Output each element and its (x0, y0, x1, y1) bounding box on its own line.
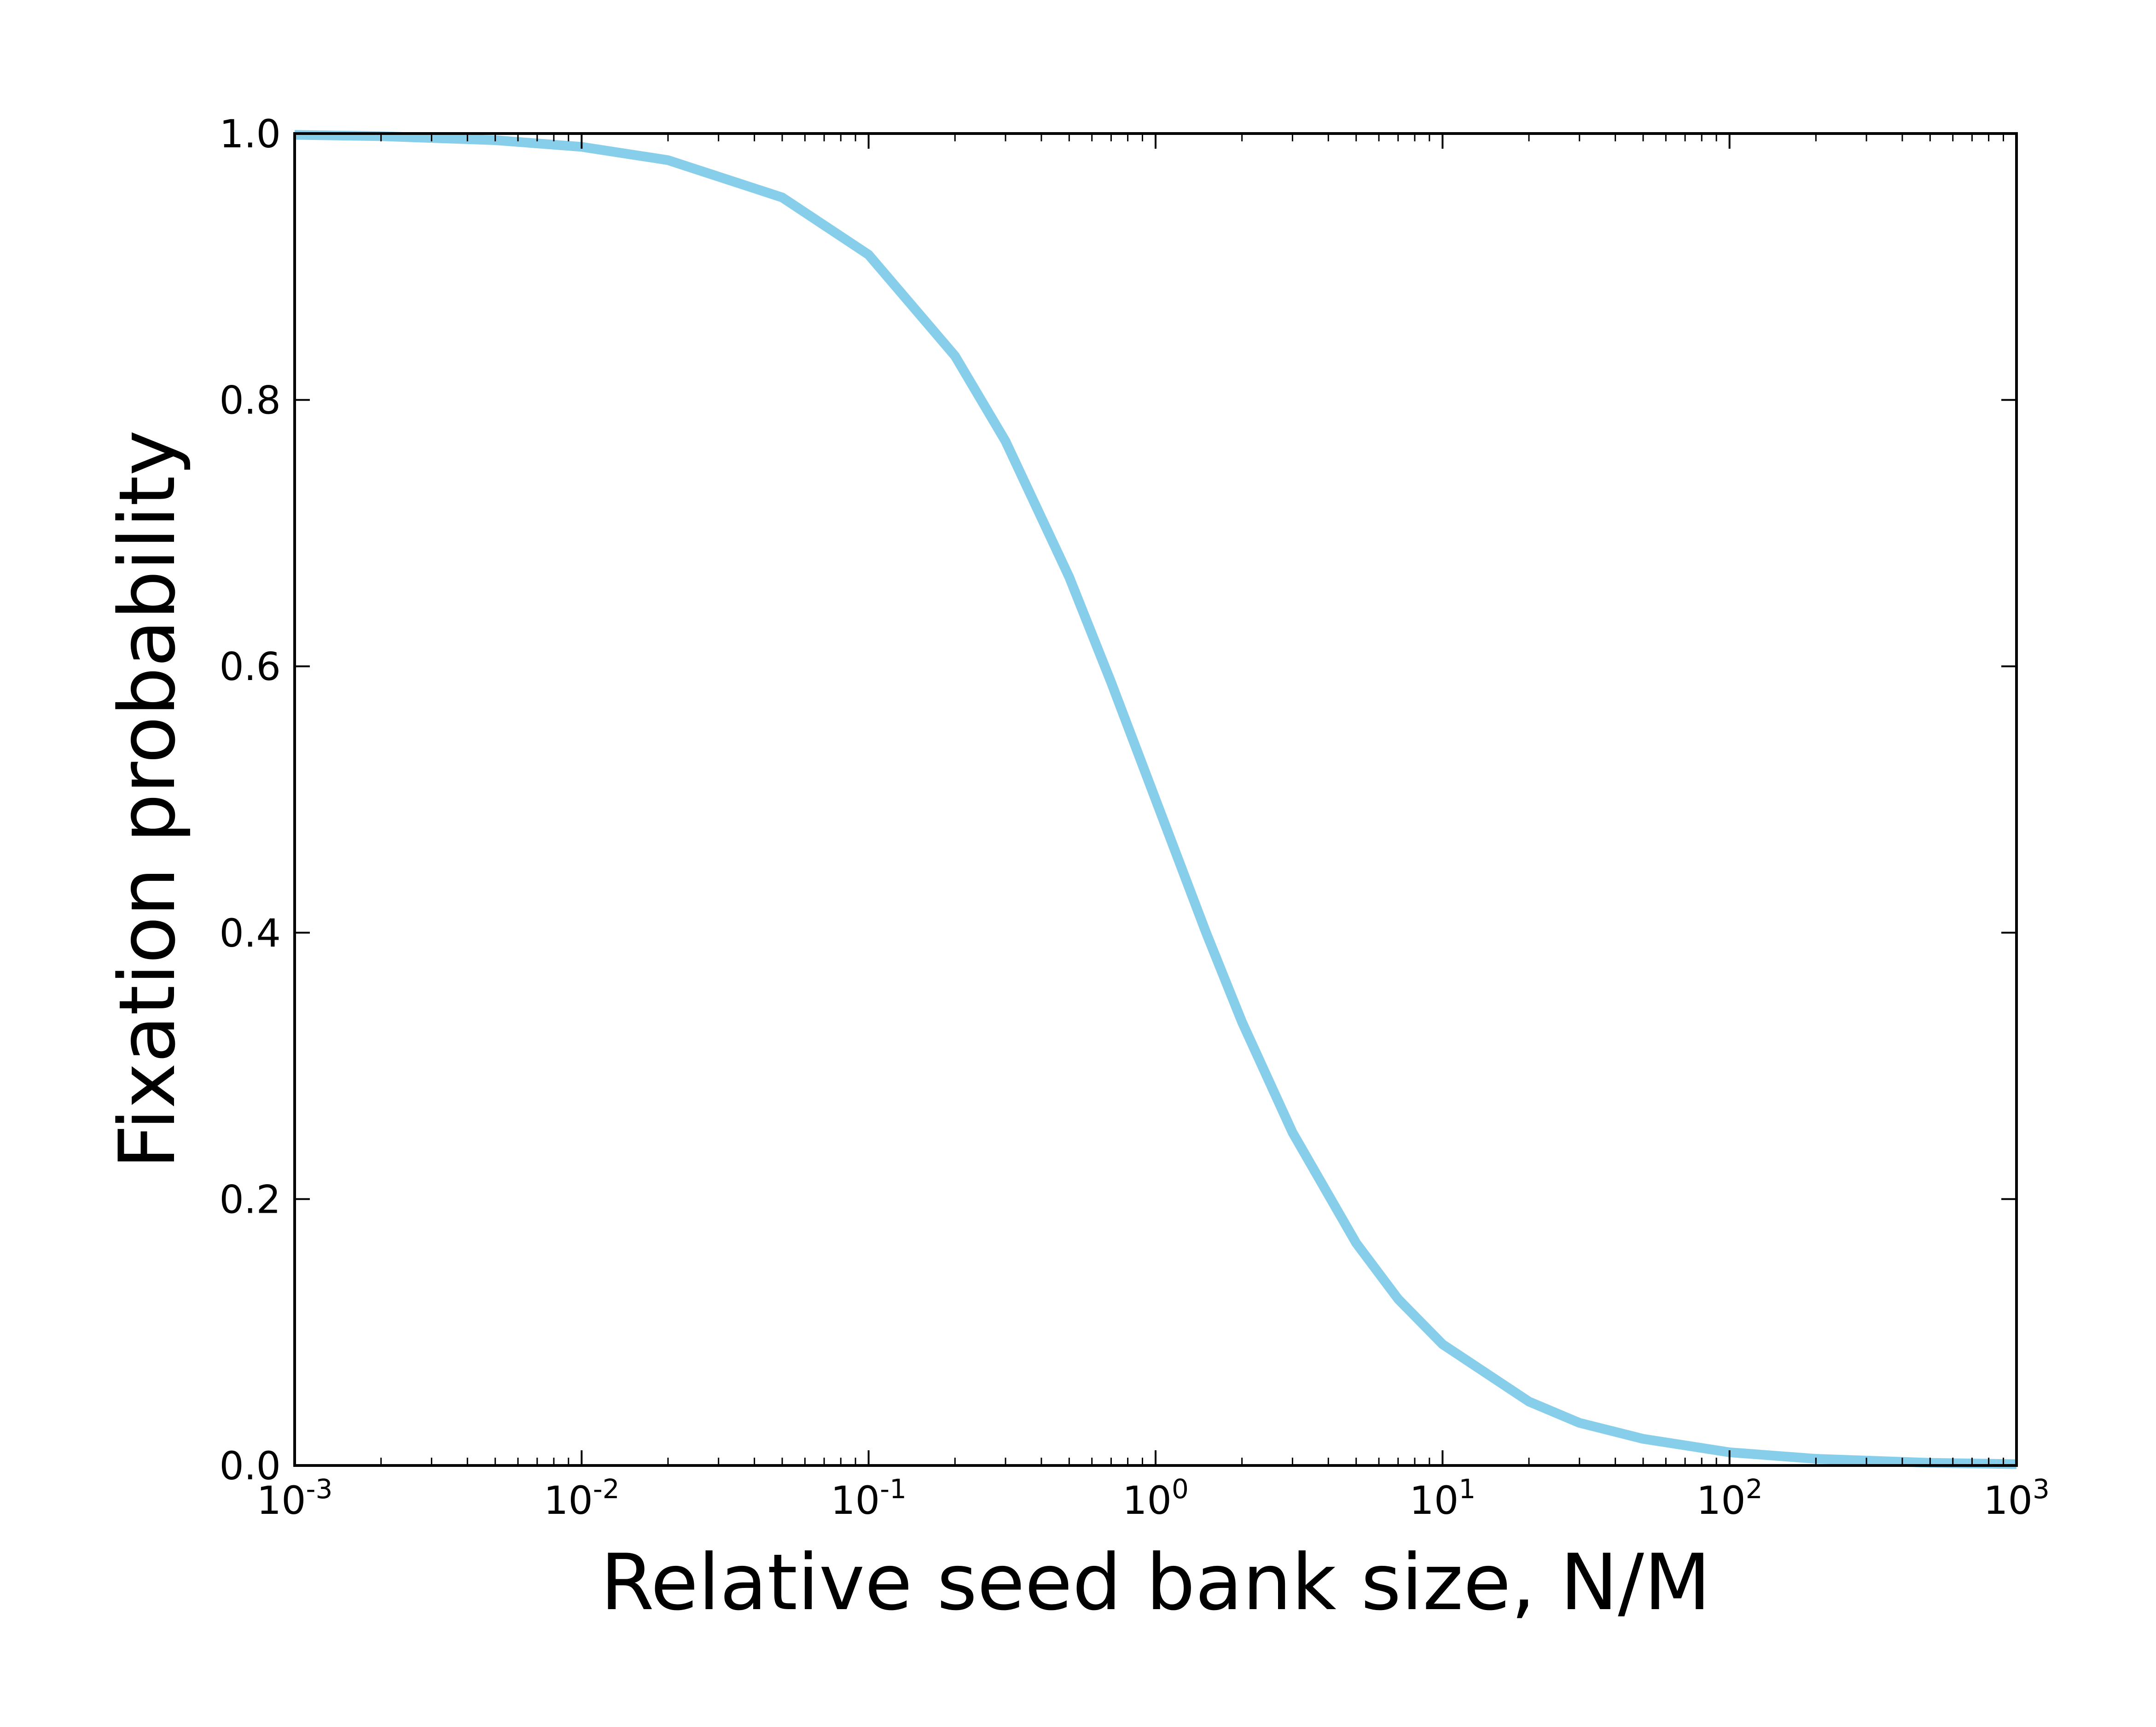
x-tick-label: 101 (1409, 1473, 1476, 1523)
y-tick-label: 0.8 (219, 378, 281, 423)
x-tick-label: 100 (1122, 1473, 1189, 1523)
x-tick-label: 102 (1697, 1473, 1763, 1523)
y-tick-label: 0.4 (219, 911, 281, 956)
y-tick-label: 0.6 (219, 644, 281, 689)
plot-area (293, 130, 2018, 1469)
x-tick-label: 103 (1983, 1473, 2050, 1523)
y-tick-label: 0.0 (219, 1443, 281, 1489)
x-tick-label: 10-1 (831, 1473, 907, 1523)
tick-labels: 0.0 0.2 0.4 0.6 0.8 1.0 10-3 10-2 10-1 100 101 102 1… (219, 111, 2049, 1523)
y-axis-label: Fixation probability (102, 430, 192, 1169)
x-tick-label: 10-3 (257, 1473, 333, 1523)
series-line-0 (294, 130, 2017, 1469)
x-tick-label: 10-2 (544, 1473, 620, 1523)
y-tick-label: 0.2 (219, 1177, 281, 1222)
y-tick-label: 1.0 (219, 111, 281, 157)
x-axis-label: Relative seed bank size, N/M (600, 1537, 1711, 1628)
ticks-layer (294, 133, 2017, 1466)
series-layer (294, 130, 2017, 1469)
